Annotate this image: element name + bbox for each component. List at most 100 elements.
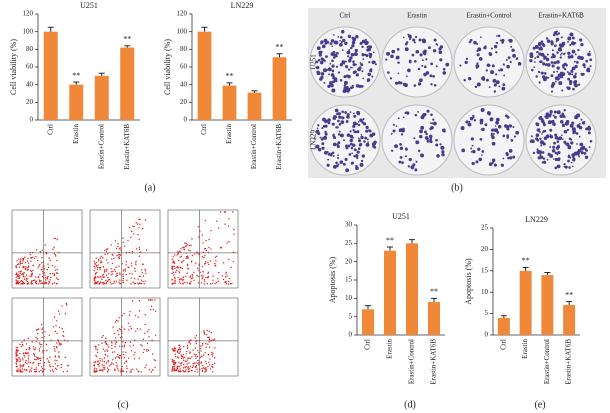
flow-event [38,265,40,267]
flow-event [56,332,58,334]
flow-event [48,334,51,336]
flow-event [147,299,150,301]
flow-event [171,282,174,284]
flow-event [223,211,226,213]
colony [493,90,497,93]
significance-label: ** [430,287,438,296]
colony [332,117,336,120]
flow-event [112,282,114,285]
colony [567,51,571,55]
flow-event [102,370,104,372]
colony [352,63,356,67]
colony [543,72,547,75]
flow-event [177,253,179,255]
colony [542,62,546,66]
flow-event [127,322,130,324]
flow-event [192,365,194,367]
colony [348,68,351,71]
flow-event [208,361,210,364]
colony [345,168,350,173]
flow-event [191,356,193,358]
flow-event [199,271,201,273]
colony [552,158,555,160]
flow-event [113,257,115,260]
bar [222,85,237,120]
colony [468,40,472,44]
flow-event [119,274,121,276]
colony [319,136,322,139]
flow-event [100,260,102,262]
panel-label: (e) [534,399,545,410]
flow-event [43,362,46,364]
colony [538,81,541,84]
flow-event [31,281,33,283]
flow-event [122,351,124,353]
colony [332,56,336,59]
colony [575,60,579,64]
bar [43,31,58,121]
colony [359,41,363,45]
flow-event [111,253,114,256]
flow-event [122,270,125,272]
flow-event [35,329,38,331]
colony [328,152,331,155]
x-tick-label: Ctrl [499,339,507,350]
colony [481,127,485,132]
flow-event [106,349,108,351]
colony [557,137,561,141]
colony [332,76,335,80]
flow-event [22,257,24,260]
flow-event [197,371,199,373]
colony [414,113,418,117]
colony [587,131,591,135]
colony [497,34,501,38]
colony [395,57,398,60]
flow-event [109,365,111,367]
flow-event [119,272,121,274]
flow-event [148,336,150,338]
colony [351,152,354,155]
colony [361,53,365,57]
colony [508,156,513,160]
flow-event [111,342,113,344]
flow-event [41,249,43,251]
colony [473,40,477,45]
colony [358,84,362,88]
colony [537,70,541,74]
flow-event [97,264,99,266]
flow-event [61,305,63,307]
colony [366,138,369,141]
colony [545,57,550,62]
flow-event [35,370,38,373]
colony [532,151,536,155]
flow-event [37,283,39,285]
flow-event [21,357,24,359]
flow-event [118,251,120,254]
colony [550,56,553,59]
flow-event [135,248,138,250]
flow-event [178,365,180,368]
flow-event [134,267,136,270]
flow-event [139,218,141,221]
colony [541,42,545,46]
colony [549,110,553,114]
colony [586,69,591,73]
colony [320,40,324,44]
flow-event [128,266,130,269]
flow-event [179,351,181,353]
flow-event [18,271,20,273]
colony [559,114,563,118]
colony [363,140,366,143]
flow-event [123,344,126,346]
colony [491,141,496,146]
flow-event [197,275,199,278]
flow-event [46,349,48,352]
colony [324,121,327,124]
flow-event [193,279,195,282]
colony [321,127,324,130]
colony [543,160,547,164]
flow-event [178,352,180,354]
flow-event [35,358,37,361]
flow-event [203,283,205,285]
flow-event [105,279,107,282]
